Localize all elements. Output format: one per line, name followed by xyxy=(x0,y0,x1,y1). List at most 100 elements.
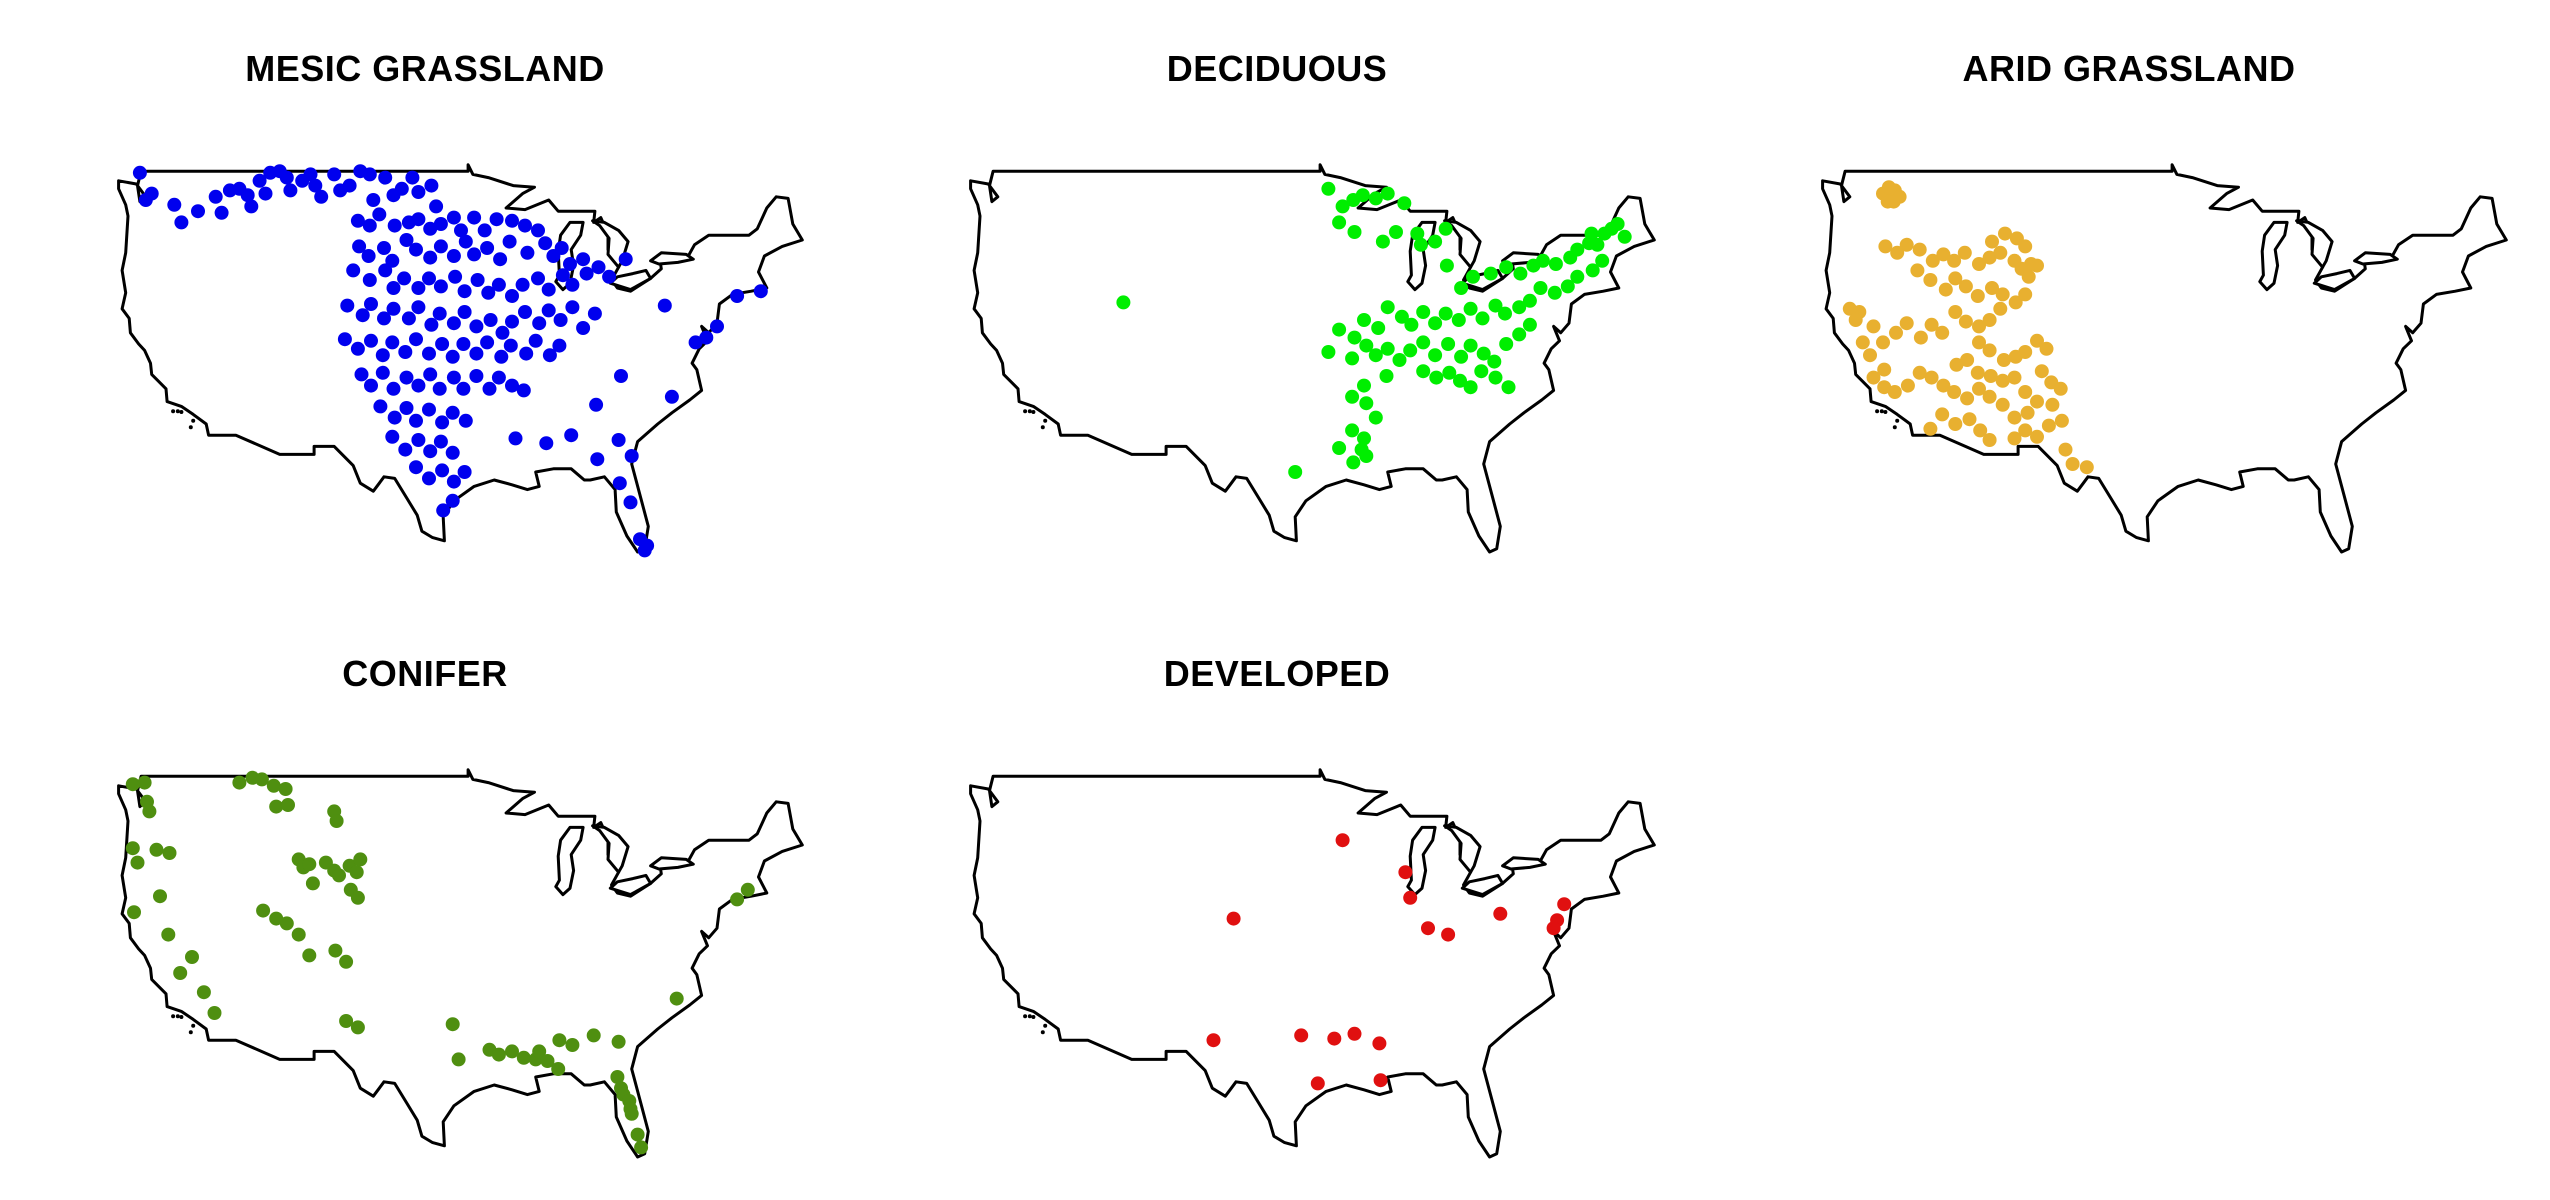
great-lake xyxy=(2312,268,2357,292)
site-point xyxy=(329,814,344,828)
site-point xyxy=(1394,309,1409,324)
site-point xyxy=(364,297,378,311)
site-point xyxy=(552,338,567,353)
site-point xyxy=(1900,378,1915,393)
site-point xyxy=(1899,237,1914,252)
site-point xyxy=(1463,338,1478,353)
site-point xyxy=(538,236,553,251)
site-point xyxy=(520,245,535,260)
site-point xyxy=(1454,281,1469,295)
site-point xyxy=(435,337,450,351)
site-point xyxy=(1410,226,1425,241)
site-point xyxy=(539,436,554,451)
site-point xyxy=(1498,306,1512,321)
site-point xyxy=(454,223,468,238)
site-point xyxy=(433,279,448,294)
channel-island xyxy=(179,1015,184,1019)
site-point xyxy=(1923,273,1938,287)
site-point xyxy=(1970,289,1985,303)
us-map xyxy=(969,163,1656,554)
site-point xyxy=(519,346,534,361)
site-point xyxy=(457,284,472,299)
site-point xyxy=(409,460,423,475)
us-map xyxy=(969,768,1656,1159)
site-point xyxy=(1949,357,1964,372)
site-point xyxy=(422,402,436,417)
great-lake xyxy=(1443,824,1482,874)
site-point xyxy=(1993,245,2008,260)
site-point xyxy=(353,852,368,867)
site-point xyxy=(458,413,473,428)
site-point xyxy=(2054,413,2069,428)
site-point xyxy=(386,301,401,316)
site-point xyxy=(1610,217,1625,231)
site-point xyxy=(1866,370,1881,385)
channel-island xyxy=(1040,425,1045,430)
site-point xyxy=(1416,335,1431,350)
site-point xyxy=(1924,317,1939,332)
site-point xyxy=(516,1050,531,1065)
site-point xyxy=(611,433,626,447)
site-point xyxy=(422,271,436,286)
site-point xyxy=(423,250,438,265)
site-point xyxy=(502,234,517,249)
site-point xyxy=(1923,421,1938,436)
site-point xyxy=(445,493,460,508)
site-point xyxy=(1375,234,1390,249)
site-point xyxy=(1389,225,1403,239)
panel-title: CONIFER xyxy=(342,653,508,694)
site-point xyxy=(1878,239,1893,254)
site-point xyxy=(2030,258,2044,273)
us-map xyxy=(117,163,804,558)
site-point xyxy=(532,316,547,331)
site-point xyxy=(446,474,461,489)
site-point xyxy=(634,1140,649,1155)
site-point xyxy=(554,241,569,255)
site-point xyxy=(470,273,485,287)
site-point xyxy=(1441,337,1456,351)
site-point xyxy=(378,263,393,278)
panel-conifer: CONIFER xyxy=(50,605,804,1165)
panel-title: MESIC GRASSLAND xyxy=(245,48,605,89)
site-point xyxy=(494,349,509,364)
site-point xyxy=(518,218,532,233)
site-point xyxy=(1372,1036,1387,1051)
site-point xyxy=(445,349,460,364)
site-point xyxy=(699,330,714,345)
site-point xyxy=(1960,391,1975,406)
site-point xyxy=(433,239,448,254)
site-point xyxy=(1958,314,1973,329)
site-point xyxy=(1413,237,1428,252)
us-outline xyxy=(969,163,1656,554)
site-point xyxy=(1438,221,1453,236)
site-point xyxy=(378,170,393,185)
site-point xyxy=(2034,364,2049,379)
site-point xyxy=(467,247,482,262)
site-point xyxy=(377,311,391,326)
site-point xyxy=(232,775,247,790)
site-point xyxy=(579,266,594,281)
site-point xyxy=(1948,305,1963,319)
site-point xyxy=(489,212,504,227)
site-point xyxy=(1346,455,1361,470)
site-point xyxy=(602,269,617,284)
site-point xyxy=(399,233,414,247)
site-point xyxy=(446,370,461,385)
great-lake xyxy=(1443,219,1482,269)
channel-island xyxy=(1875,409,1880,414)
site-point xyxy=(1332,215,1347,230)
site-point xyxy=(349,865,364,880)
site-point xyxy=(1373,1073,1388,1088)
site-point xyxy=(614,369,628,383)
site-point xyxy=(1585,263,1600,278)
site-point xyxy=(591,260,606,275)
site-point xyxy=(269,911,284,926)
site-point xyxy=(576,252,591,267)
channel-island xyxy=(175,1014,180,1019)
site-point xyxy=(1501,380,1516,395)
site-point xyxy=(366,193,381,207)
site-point xyxy=(355,308,370,323)
site-point xyxy=(346,263,361,278)
site-point xyxy=(411,185,426,199)
us-outline xyxy=(1821,163,2508,554)
